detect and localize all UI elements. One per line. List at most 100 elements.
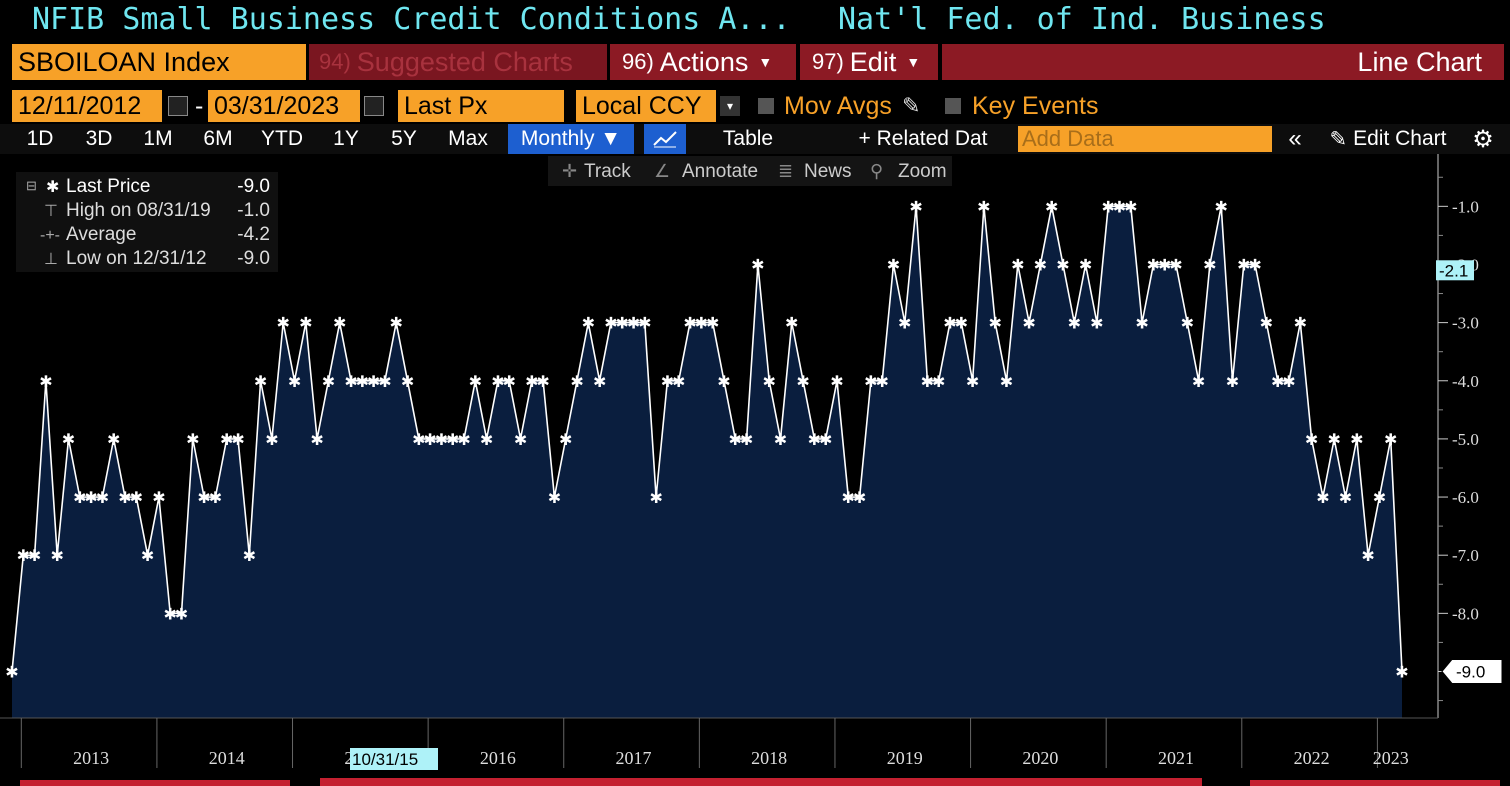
data-point: ✱ [62, 430, 75, 449]
data-point: ✱ [1327, 430, 1340, 449]
data-point: ✱ [1350, 430, 1363, 449]
data-point: ✱ [955, 314, 968, 333]
line-chart[interactable]: ✱ ✱ ✱ ✱ ✱ ✱ ✱ ✱ ✱ ✱ ✱ ✱ ✱ ✱ ✱ ✱ ✱ ✱ ✱ ✱ ✱ ✱ ✱ ✱ ✱ ✱ ✱ ✱ ✱ ✱ ✱ ✱ ✱ ✱ ✱ ✱ ✱ ✱ ✱ ✱… [0, 154, 1510, 778]
high-marker-icon: ⊤ [44, 203, 58, 220]
annotate-icon[interactable]: ∠ [654, 161, 670, 181]
x-tick-label: 2023 [1373, 748, 1409, 768]
data-point: ✱ [1203, 255, 1216, 274]
track-tool[interactable]: Track [584, 161, 631, 182]
data-point: ✱ [378, 372, 391, 391]
annotate-tool[interactable]: Annotate [682, 161, 758, 182]
data-point: ✱ [1056, 255, 1069, 274]
range-1y[interactable]: 1Y [333, 127, 359, 150]
data-point: ✱ [729, 430, 742, 449]
zoom-icon[interactable]: ⚲ [870, 161, 883, 181]
x-tick-label: 2021 [1158, 748, 1194, 768]
data-point: ✱ [401, 372, 414, 391]
x-tick-label: 2018 [751, 748, 787, 768]
data-point: ✱ [51, 546, 64, 565]
collapse-icon[interactable]: « [1288, 125, 1302, 152]
range-1m[interactable]: 1M [143, 127, 173, 150]
chevron-down-icon[interactable]: ▾ [720, 96, 740, 116]
average-marker-icon: -+- [40, 227, 60, 244]
x-tick-label: 2020 [1022, 748, 1058, 768]
data-point: ✱ [130, 488, 143, 507]
data-point: ✱ [796, 372, 809, 391]
series-line [11, 205, 1403, 672]
data-point: ✱ [525, 372, 538, 391]
end-date-field[interactable]: 03/31/2023 [208, 90, 360, 122]
y-tick-label: -4.0 [1452, 372, 1479, 391]
range-ytd[interactable]: YTD [261, 127, 303, 150]
data-point: ✱ [785, 314, 798, 333]
zoom-tool[interactable]: Zoom [898, 161, 947, 182]
data-point: ✱ [310, 430, 323, 449]
calendar-icon[interactable] [168, 96, 188, 116]
data-point: ✱ [277, 314, 290, 333]
field-select[interactable]: Last Px [398, 90, 564, 122]
line-chart-icon[interactable] [644, 124, 686, 154]
legend-collapse-icon[interactable]: ⊟ [26, 178, 37, 193]
range-max[interactable]: Max [448, 127, 488, 150]
range-5y[interactable]: 5Y [391, 127, 417, 150]
data-point: ✱ [627, 314, 640, 333]
data-point: ✱ [288, 372, 301, 391]
data-point: ✱ [435, 430, 448, 449]
key-events-checkbox[interactable] [945, 98, 961, 114]
data-point: ✱ [299, 314, 312, 333]
data-point: ✱ [1384, 430, 1397, 449]
data-point: ✱ [344, 372, 357, 391]
data-point: ✱ [1214, 197, 1227, 216]
add-data-input[interactable] [1018, 126, 1272, 152]
crosshair-icon[interactable]: ✛ [562, 161, 577, 181]
data-point: ✱ [356, 372, 369, 391]
data-point: ✱ [28, 546, 41, 565]
frequency-select[interactable]: Monthly ▼ [508, 124, 634, 154]
suggested-num: 94) [319, 49, 351, 74]
currency-select[interactable]: Local CCY [576, 90, 716, 122]
edit-chart-label: Edit Chart [1353, 127, 1447, 150]
data-point: ✱ [695, 314, 708, 333]
range-6m[interactable]: 6M [203, 127, 233, 150]
range-3d[interactable]: 3D [85, 127, 113, 150]
actions-menu[interactable]: 96) Actions ▼ [610, 44, 796, 80]
related-data-button[interactable]: + Related Dat [858, 127, 988, 150]
data-point: ✱ [390, 314, 403, 333]
ticker-field[interactable]: SBOILOAN Index [12, 44, 306, 80]
data-point: ✱ [186, 430, 199, 449]
data-point: ✱ [1282, 372, 1295, 391]
edit-chart-button[interactable]: ✎ Edit Chart [1318, 124, 1458, 154]
gear-icon[interactable]: ⚙ [1472, 125, 1494, 153]
data-point: ✱ [966, 372, 979, 391]
data-point: ✱ [243, 546, 256, 565]
data-point: ✱ [107, 430, 120, 449]
data-point: ✱ [616, 314, 629, 333]
mov-avgs-checkbox[interactable] [758, 98, 774, 114]
data-point: ✱ [672, 372, 685, 391]
data-point: ✱ [1022, 314, 1035, 333]
news-icon[interactable]: ≣ [778, 161, 793, 181]
edit-menu[interactable]: 97) Edit ▼ [800, 44, 938, 80]
data-point: ✱ [751, 255, 764, 274]
data-point: ✱ [231, 430, 244, 449]
range-1d[interactable]: 1D [26, 127, 54, 150]
data-point: ✱ [638, 314, 651, 333]
start-date-field[interactable]: 12/11/2012 [12, 90, 162, 122]
data-point: ✱ [887, 255, 900, 274]
footer-strip-left [20, 780, 290, 786]
key-events-label: Key Events [972, 91, 1099, 120]
data-point: ✱ [830, 372, 843, 391]
calendar-icon[interactable] [364, 96, 384, 116]
pencil-icon[interactable]: ✎ [902, 93, 921, 118]
data-point: ✱ [593, 372, 606, 391]
data-point: ✱ [1226, 372, 1239, 391]
y-ticks: -1.0-2.0-3.0-4.0-5.0-6.0-7.0-8.0-9.0 [1438, 176, 1479, 702]
caret-down-icon: ▼ [758, 54, 773, 70]
data-point: ✱ [943, 314, 956, 333]
news-tool[interactable]: News [804, 161, 852, 182]
suggested-charts-button[interactable]: 94) Suggested Charts [309, 44, 607, 80]
date-separator: - [195, 91, 204, 120]
data-point: ✱ [842, 488, 855, 507]
data-point: ✱ [446, 430, 459, 449]
table-button[interactable]: Table [722, 127, 774, 150]
